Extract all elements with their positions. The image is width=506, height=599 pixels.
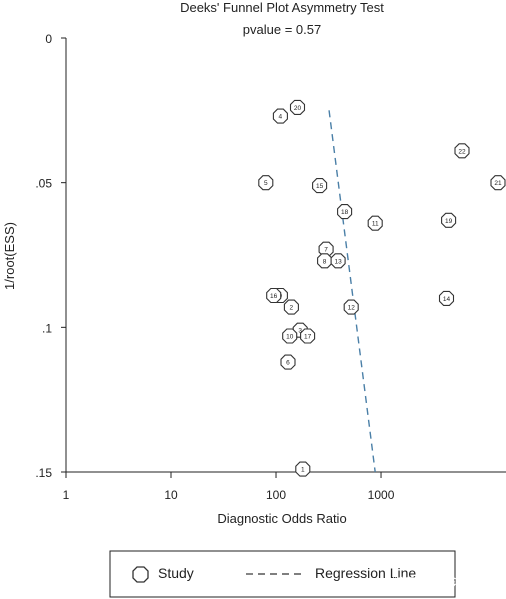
study-point-label: 13	[334, 258, 342, 265]
study-point-label: 17	[304, 334, 312, 341]
study-marker	[300, 328, 316, 344]
study-point-label: 1	[301, 467, 305, 474]
study-point-22: 22	[454, 143, 470, 159]
study-point-10: 10	[282, 328, 298, 344]
chart-title: Deeks' Funnel Plot Asymmetry Test	[180, 0, 384, 15]
legend-study-label: Study	[158, 565, 194, 581]
study-point-label: 4	[279, 114, 283, 121]
y-tick-label: .1	[42, 321, 52, 335]
study-marker	[454, 143, 470, 159]
study-marker	[283, 299, 299, 315]
study-marker	[438, 290, 455, 306]
study-point-6: 6	[280, 354, 296, 370]
y-axis-label: 1/root(ESS)	[2, 222, 17, 290]
study-marker	[490, 175, 506, 191]
study-point-label: 12	[348, 305, 356, 312]
study-point-8: 8	[317, 253, 333, 269]
study-marker	[280, 354, 296, 370]
study-marker	[343, 299, 359, 315]
regression-line	[328, 110, 376, 473]
study-marker	[258, 175, 274, 191]
study-point-label: 19	[445, 218, 453, 225]
study-point-label: 18	[341, 209, 349, 216]
watermark: 搜狐号@采部汇队长	[379, 576, 488, 590]
study-point-15: 15	[312, 178, 328, 194]
study-marker	[337, 204, 353, 220]
study-point-label: 2	[290, 305, 294, 312]
study-point-11: 11	[367, 215, 383, 231]
study-point-4: 4	[272, 108, 288, 124]
study-point-5: 5	[258, 175, 274, 191]
study-marker	[272, 108, 288, 124]
y-tick-label: 0	[45, 32, 52, 46]
study-point-label: 15	[316, 183, 324, 190]
study-marker	[312, 178, 328, 194]
study-point-label: 21	[494, 180, 502, 187]
study-point-label: 11	[372, 221, 379, 228]
x-tick-label: 1000	[368, 488, 395, 502]
study-marker	[289, 99, 306, 115]
study-point-17: 17	[300, 328, 316, 344]
study-point-label: 14	[443, 296, 451, 303]
x-tick-label: 100	[266, 488, 286, 502]
x-tick-label: 10	[164, 488, 178, 502]
study-marker	[441, 212, 457, 228]
study-marker	[295, 461, 311, 477]
legend-study-marker	[132, 566, 149, 583]
legend-regression-label: Regression Line	[315, 565, 416, 581]
study-point-label: 5	[264, 180, 268, 187]
study-point-16: 16	[266, 287, 282, 304]
study-point-14: 14	[438, 290, 455, 306]
x-tick-label: 1	[63, 488, 70, 502]
study-point-2: 2	[283, 299, 299, 315]
study-point-label: 8	[323, 258, 327, 265]
study-point-12: 12	[343, 299, 359, 315]
study-point-13: 13	[330, 253, 346, 269]
y-tick-label: .05	[35, 177, 52, 191]
x-axis-label: Diagnostic Odds Ratio	[217, 511, 346, 526]
study-marker	[367, 215, 383, 231]
study-point-label: 7	[324, 247, 328, 254]
study-point-label: 6	[286, 360, 290, 367]
study-marker	[282, 328, 298, 344]
study-point-19: 19	[441, 212, 457, 228]
study-marker	[266, 287, 282, 304]
y-tick-label: .15	[35, 466, 52, 480]
study-marker	[317, 253, 333, 269]
study-point-20: 20	[289, 99, 306, 115]
legend: Study Regression Line	[109, 550, 456, 598]
study-point-label: 3	[298, 328, 302, 335]
study-point-1: 1	[295, 461, 311, 477]
chart-subtitle: pvalue = 0.57	[243, 22, 321, 37]
study-point-18: 18	[337, 204, 353, 220]
study-marker	[330, 253, 346, 269]
study-point-label: 22	[458, 148, 466, 155]
study-point-label: 10	[286, 334, 294, 341]
study-point-label: 16	[270, 293, 278, 300]
study-point-21: 21	[490, 175, 506, 191]
study-point-label: 20	[294, 105, 302, 112]
